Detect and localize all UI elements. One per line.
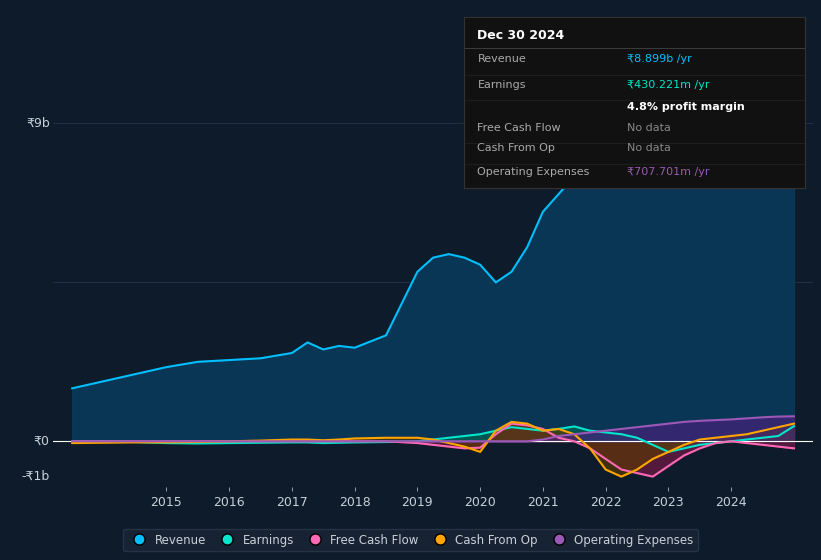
Text: Revenue: Revenue: [478, 54, 526, 64]
Legend: Revenue, Earnings, Free Cash Flow, Cash From Op, Operating Expenses: Revenue, Earnings, Free Cash Flow, Cash …: [122, 529, 699, 551]
Text: -₹1b: -₹1b: [21, 470, 49, 483]
Text: Operating Expenses: Operating Expenses: [478, 167, 589, 177]
Text: Dec 30 2024: Dec 30 2024: [478, 29, 565, 42]
Text: No data: No data: [627, 143, 672, 153]
Text: Free Cash Flow: Free Cash Flow: [478, 123, 561, 133]
Text: ₹707.701m /yr: ₹707.701m /yr: [627, 167, 710, 177]
Text: ₹430.221m /yr: ₹430.221m /yr: [627, 80, 710, 90]
Text: Cash From Op: Cash From Op: [478, 143, 555, 153]
Text: ₹9b: ₹9b: [25, 117, 49, 130]
Text: ₹0: ₹0: [34, 435, 49, 448]
Text: No data: No data: [627, 123, 672, 133]
Text: ₹8.899b /yr: ₹8.899b /yr: [627, 54, 692, 64]
Text: 4.8% profit margin: 4.8% profit margin: [627, 102, 745, 112]
Text: Earnings: Earnings: [478, 80, 526, 90]
